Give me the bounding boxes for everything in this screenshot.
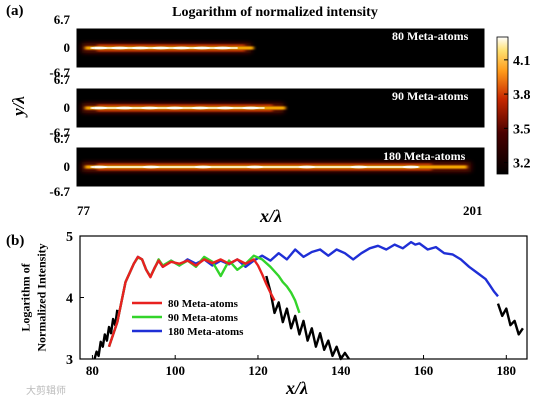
panel-a-title: Logarithm of normalized intensity [172, 5, 378, 20]
legend-label-80: 80 Meta-atoms [168, 298, 239, 310]
watermark: 大剪辑师 [26, 386, 66, 397]
heatmap-x-tick-min: 77 [77, 203, 90, 218]
x-tick-label: 100 [165, 363, 185, 378]
strip-label-180: 180 Meta-atoms [383, 149, 466, 163]
linechart-xlabel: x/λ [286, 378, 308, 398]
x-tick-label: 80 [86, 363, 99, 378]
x-tick-label: 120 [248, 363, 268, 378]
x-tick-label: 160 [414, 363, 434, 378]
y-tick-label: 3 [66, 353, 73, 368]
colorbar-tick-label: 3.8 [513, 88, 531, 103]
panel-a-label: (a) [6, 3, 24, 19]
heatmap-y-tick: 6.7 [54, 12, 71, 27]
heatmap-strip [76, 28, 485, 68]
heatmap-y-tick: -6.7 [49, 184, 70, 199]
panel-b-label: (b) [6, 233, 25, 249]
colorbar-tick-label: 3.2 [513, 157, 531, 172]
heatmap-strip [76, 147, 485, 187]
heatmap-y-tick: 0 [64, 159, 71, 174]
colorbar [496, 36, 509, 175]
legend-label-180: 180 Meta-atoms [168, 326, 244, 338]
heatmap-panel: 6.70-6.76.70-6.76.70-6.7 4.13.83.53.2 [49, 12, 531, 199]
heatmap-y-tick: 6.7 [54, 131, 71, 146]
legend: 80 Meta-atoms 90 Meta-atoms 180 Meta-ato… [132, 298, 244, 338]
x-tick-label: 140 [331, 363, 351, 378]
colorbar-tick-label: 3.5 [513, 122, 531, 137]
series-line [107, 255, 276, 348]
heatmap-strip [76, 88, 485, 128]
series-line [93, 309, 119, 360]
strip-label-90: 90 Meta-atoms [392, 89, 469, 103]
x-tick-label: 180 [497, 363, 517, 378]
heatmap-x-tick-max: 201 [463, 203, 483, 218]
heatmap-y-tick: 0 [64, 40, 71, 55]
line-chart-frame [79, 235, 528, 360]
series-line [265, 275, 350, 361]
heatmap-y-tick: -6.7 [49, 125, 70, 140]
heatmap-y-tick: -6.7 [49, 65, 70, 80]
heatmap-xlabel: x/λ [260, 206, 282, 226]
series-line [496, 303, 524, 336]
colorbar-tick-label: 4.1 [513, 54, 531, 69]
strip-label-80: 80 Meta-atoms [392, 29, 469, 43]
y-tick-label: 4 [66, 292, 73, 307]
heatmap-y-tick: 0 [64, 100, 71, 115]
heatmap-y-tick: 6.7 [54, 72, 71, 87]
y-tick-label: 5 [66, 230, 73, 245]
legend-label-90: 90 Meta-atoms [168, 312, 239, 324]
